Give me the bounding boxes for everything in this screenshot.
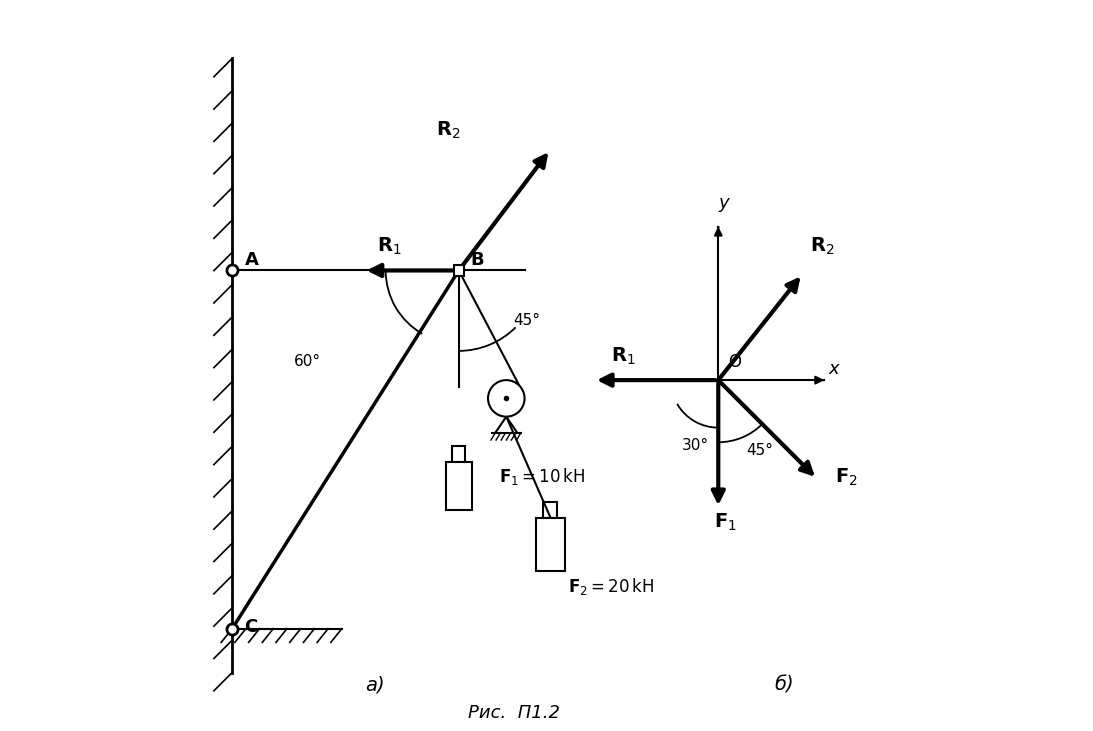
Bar [446,463,472,510]
Bar [536,518,565,571]
Circle shape [487,380,525,417]
Text: $\mathbf{F}_2 = 20\,\mathrm{kH}$: $\mathbf{F}_2 = 20\,\mathrm{kH}$ [568,576,655,597]
Text: O: O [728,353,741,371]
Text: б): б) [774,675,794,694]
Text: $\mathbf{F}_2$: $\mathbf{F}_2$ [835,466,858,488]
Text: $\mathbf{F}_1 = 10\,\mathrm{kH}$: $\mathbf{F}_1 = 10\,\mathrm{kH}$ [500,466,585,488]
Text: B: B [470,251,484,268]
Text: 45°: 45° [514,314,541,328]
Text: x: x [828,360,839,378]
Text: 60°: 60° [294,354,321,368]
Text: $\mathbf{R}_1$: $\mathbf{R}_1$ [611,346,635,367]
Text: 45°: 45° [747,443,773,458]
Text: $\mathbf{R}_2$: $\mathbf{R}_2$ [810,236,834,257]
Text: а): а) [365,675,385,694]
Text: $\mathbf{R}_2$: $\mathbf{R}_2$ [436,119,460,140]
Text: 30°: 30° [682,438,709,452]
Text: $\mathbf{F}_1$: $\mathbf{F}_1$ [714,512,737,533]
Text: A: A [245,251,259,268]
Bar [453,446,466,462]
Bar [454,265,463,276]
Bar [543,502,557,518]
Text: Рис.  П1.2: Рис. П1.2 [468,704,560,721]
Text: y: y [718,194,729,212]
Text: C: C [244,618,257,636]
Text: $\mathbf{R}_1$: $\mathbf{R}_1$ [377,236,401,257]
